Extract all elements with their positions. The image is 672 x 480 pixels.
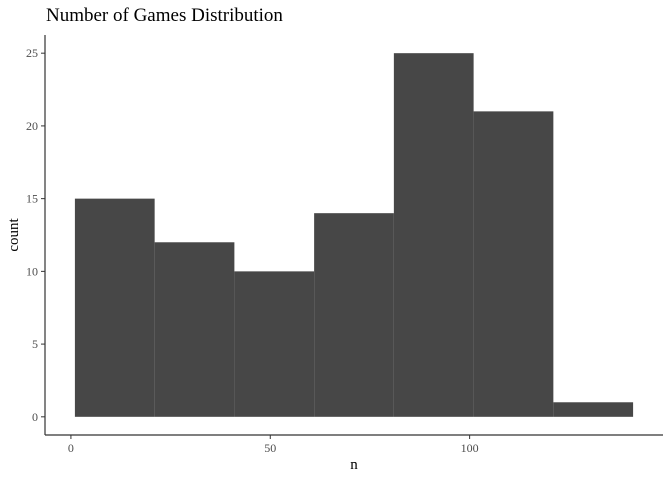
y-axis-label: count — [6, 218, 22, 252]
histogram-bar-6 — [473, 111, 554, 417]
y-tick-label: 10 — [26, 264, 38, 278]
y-tick-label: 25 — [26, 46, 38, 60]
y-tick-label: 15 — [26, 192, 38, 206]
bars-group — [74, 53, 634, 417]
histogram-bar-5 — [393, 53, 474, 417]
y-tick-label: 5 — [32, 337, 38, 351]
x-axis-label: n — [350, 457, 358, 473]
x-tick-label: 0 — [68, 441, 74, 455]
x-tick-label: 100 — [461, 441, 479, 455]
histogram-bar-1 — [74, 198, 155, 417]
x-tick-label: 50 — [264, 441, 276, 455]
histogram-bar-2 — [154, 242, 235, 417]
y-ticks-group: 0 5 10 15 20 25 — [26, 46, 45, 424]
x-ticks-group: 0 50 100 — [68, 435, 479, 455]
y-tick-label: 20 — [26, 119, 38, 133]
chart-title: Number of Games Distribution — [46, 5, 283, 26]
histogram-bar-7 — [553, 402, 634, 417]
histogram-bar-3 — [234, 271, 315, 417]
histogram-bar-4 — [314, 213, 394, 417]
y-tick-label: 0 — [32, 410, 38, 424]
